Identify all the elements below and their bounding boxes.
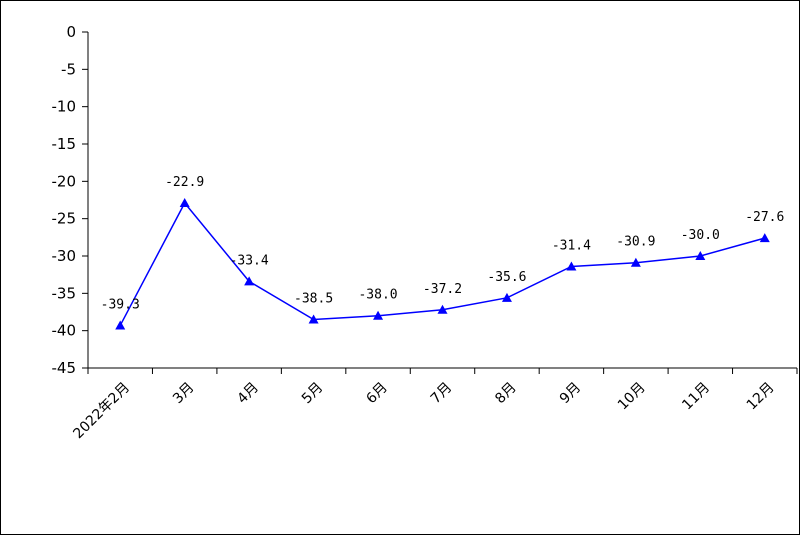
x-tick-label: 12月 (744, 380, 778, 414)
y-tick-label: -30 (52, 247, 77, 265)
y-tick-label: -35 (52, 284, 77, 302)
data-point-marker (501, 292, 512, 302)
data-point-marker (566, 261, 577, 271)
data-point-marker (437, 304, 448, 314)
data-label: -27.6 (745, 210, 784, 225)
y-axis: 0 -5 -10 -15 -20 -25 -30 -35 -40 -45 (52, 23, 89, 377)
y-tick-label: -25 (52, 210, 77, 228)
y-tick-label: -10 (52, 98, 77, 116)
data-point-marker (695, 251, 706, 260)
x-tick-label: 10月 (615, 380, 649, 414)
x-tick-label: 6月 (363, 380, 391, 408)
data-label: -38.5 (294, 291, 333, 306)
data-label: -37.2 (423, 282, 462, 297)
series (115, 197, 770, 330)
y-tick-label: 0 (66, 23, 76, 41)
data-point-marker (179, 197, 190, 207)
data-point-marker (373, 310, 384, 320)
data-label: -30.0 (681, 228, 720, 243)
x-tick-label: 11月 (679, 380, 713, 414)
data-labels: -39.3 -22.9 -33.4 -38.5 -38.0 -37.2 -35.6 -31.4… (101, 175, 785, 312)
data-label: -38.0 (358, 288, 397, 303)
x-tick-label: 8月 (492, 380, 520, 408)
data-label: -39.3 (101, 297, 140, 312)
data-label: -33.4 (230, 253, 269, 268)
y-tick-label: -20 (52, 172, 77, 190)
data-point-marker (115, 320, 126, 330)
data-point-marker (759, 233, 770, 243)
y-tick-label: -5 (61, 60, 76, 78)
data-point-marker (244, 276, 255, 286)
x-axis: 2022年2月 3月 4月 5月 6月 7月 8月 9月 10月 11月 12月 (70, 367, 798, 443)
y-tick-label: -40 (52, 322, 77, 340)
data-label: -35.6 (487, 270, 526, 285)
x-tick-label: 5月 (299, 380, 327, 408)
data-label: -30.9 (616, 235, 655, 250)
y-tick-label: -45 (52, 359, 77, 377)
x-tick-label: 9月 (557, 380, 585, 408)
y-tick-label: -15 (52, 135, 77, 153)
x-tick-label: 7月 (428, 380, 456, 408)
data-label: -31.4 (552, 238, 591, 253)
data-point-marker (630, 257, 641, 267)
data-label: -22.9 (165, 175, 204, 190)
x-tick-label: 3月 (170, 380, 198, 408)
x-tick-label: 2022年2月 (70, 380, 133, 443)
x-tick-label: 4月 (234, 380, 262, 408)
data-point-marker (308, 314, 319, 324)
